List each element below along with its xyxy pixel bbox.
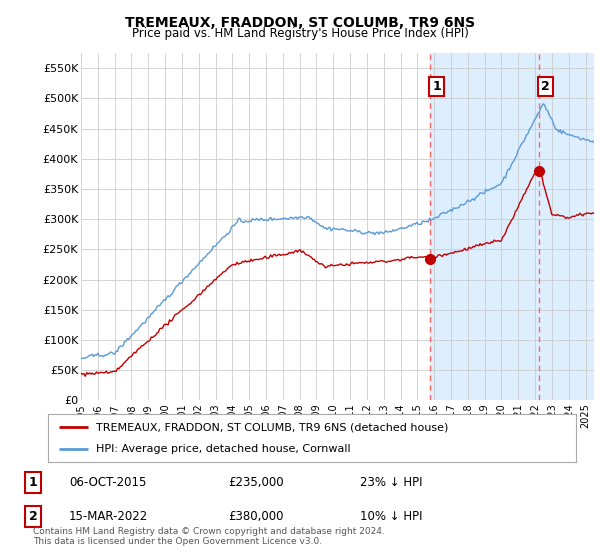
Text: Contains HM Land Registry data © Crown copyright and database right 2024.
This d: Contains HM Land Registry data © Crown c… <box>33 526 385 546</box>
Text: £380,000: £380,000 <box>228 510 284 523</box>
Text: 06-OCT-2015: 06-OCT-2015 <box>69 476 146 489</box>
Text: 1: 1 <box>433 80 441 93</box>
Bar <box>430 53 594 400</box>
Text: 10% ↓ HPI: 10% ↓ HPI <box>360 510 422 523</box>
Text: TREMEAUX, FRADDON, ST COLUMB, TR9 6NS: TREMEAUX, FRADDON, ST COLUMB, TR9 6NS <box>125 16 475 30</box>
Text: 2: 2 <box>29 510 37 523</box>
Text: 1: 1 <box>29 476 37 489</box>
Text: 2: 2 <box>541 80 550 93</box>
Text: HPI: Average price, detached house, Cornwall: HPI: Average price, detached house, Corn… <box>95 444 350 454</box>
Text: Price paid vs. HM Land Registry's House Price Index (HPI): Price paid vs. HM Land Registry's House … <box>131 27 469 40</box>
Text: 23% ↓ HPI: 23% ↓ HPI <box>360 476 422 489</box>
Text: TREMEAUX, FRADDON, ST COLUMB, TR9 6NS (detached house): TREMEAUX, FRADDON, ST COLUMB, TR9 6NS (d… <box>95 422 448 432</box>
Text: £235,000: £235,000 <box>228 476 284 489</box>
Text: 15-MAR-2022: 15-MAR-2022 <box>69 510 148 523</box>
